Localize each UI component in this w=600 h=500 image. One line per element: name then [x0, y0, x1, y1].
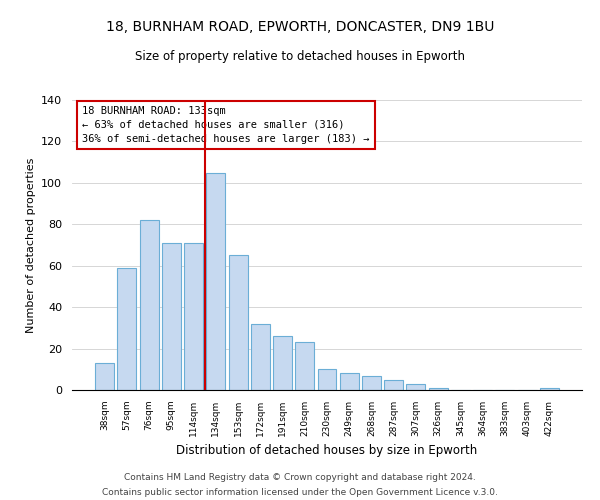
Bar — [273, 336, 292, 390]
X-axis label: Distribution of detached houses by size in Epworth: Distribution of detached houses by size … — [176, 444, 478, 458]
Text: Contains HM Land Registry data © Crown copyright and database right 2024.: Contains HM Land Registry data © Crown c… — [124, 473, 476, 482]
Bar — [251, 324, 270, 390]
Bar — [429, 388, 448, 390]
Bar — [95, 363, 114, 390]
Bar — [229, 256, 248, 390]
Text: Contains public sector information licensed under the Open Government Licence v.: Contains public sector information licen… — [102, 488, 498, 497]
Bar — [206, 172, 225, 390]
Bar — [317, 370, 337, 390]
Bar — [384, 380, 403, 390]
Bar — [340, 374, 359, 390]
Bar — [118, 268, 136, 390]
Bar — [162, 243, 181, 390]
Bar — [295, 342, 314, 390]
Text: Size of property relative to detached houses in Epworth: Size of property relative to detached ho… — [135, 50, 465, 63]
Text: 18, BURNHAM ROAD, EPWORTH, DONCASTER, DN9 1BU: 18, BURNHAM ROAD, EPWORTH, DONCASTER, DN… — [106, 20, 494, 34]
Bar — [540, 388, 559, 390]
Text: 18 BURNHAM ROAD: 133sqm
← 63% of detached houses are smaller (316)
36% of semi-d: 18 BURNHAM ROAD: 133sqm ← 63% of detache… — [82, 106, 370, 144]
Bar — [362, 376, 381, 390]
Bar — [406, 384, 425, 390]
Y-axis label: Number of detached properties: Number of detached properties — [26, 158, 35, 332]
Bar — [184, 243, 203, 390]
Bar — [140, 220, 158, 390]
